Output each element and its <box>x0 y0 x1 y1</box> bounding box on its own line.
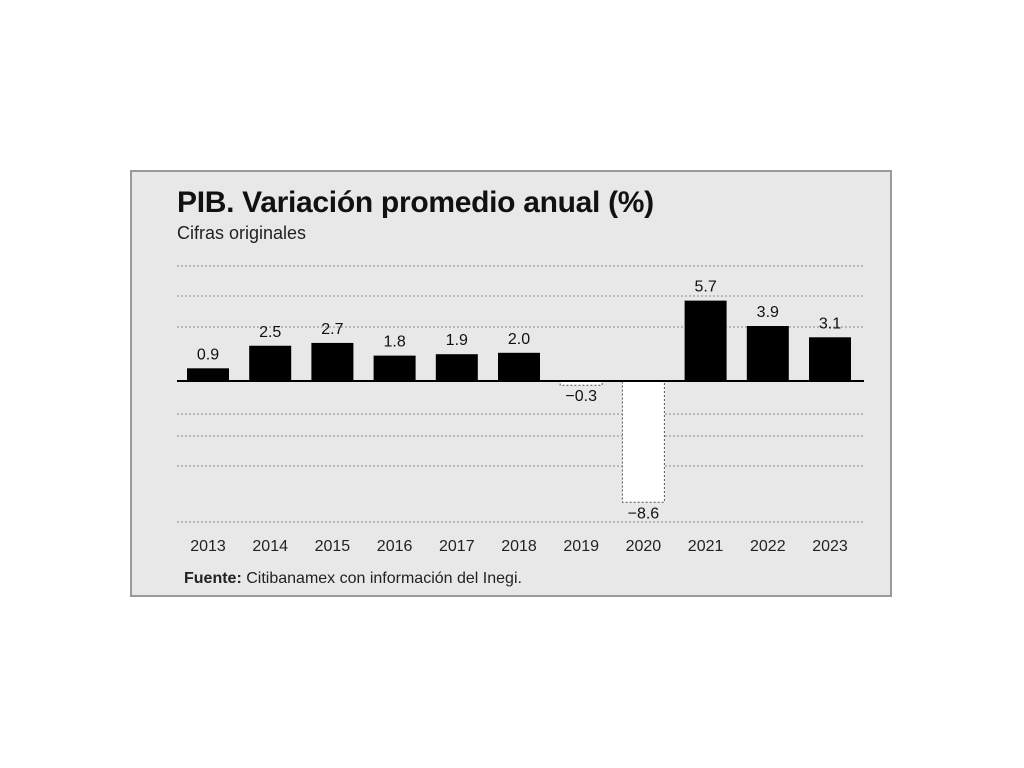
category-label-2014: 2014 <box>252 538 288 555</box>
category-label-2015: 2015 <box>315 538 351 555</box>
value-label-2018: 2.0 <box>508 331 530 348</box>
value-label-2017: 1.9 <box>446 332 468 349</box>
bar-2013 <box>187 368 229 381</box>
value-label-2023: 3.1 <box>819 315 841 332</box>
source-text: Citibanamex con información del Inegi. <box>246 570 522 587</box>
category-label-2022: 2022 <box>750 538 786 555</box>
chart-subtitle: Cifras originales <box>177 223 307 243</box>
chart-title: PIB. Variación promedio anual (%) <box>177 186 654 219</box>
value-label-2013: 0.9 <box>197 346 219 363</box>
category-label-2019: 2019 <box>563 538 599 555</box>
source-note: Fuente: Citibanamex con información del … <box>184 570 522 588</box>
category-label-2018: 2018 <box>501 538 537 555</box>
category-label-2021: 2021 <box>688 538 724 555</box>
value-label-2022: 3.9 <box>757 304 779 321</box>
bar-2020 <box>621 380 665 503</box>
source-label: Fuente: <box>184 570 242 587</box>
bar-2014 <box>249 345 292 381</box>
bar-2017 <box>435 354 478 381</box>
value-label-2021: 5.7 <box>694 279 716 296</box>
category-label-2023: 2023 <box>812 538 848 555</box>
bar-2016 <box>373 355 416 381</box>
value-label-2020: −8.6 <box>628 505 660 522</box>
bar-2021 <box>684 300 727 381</box>
value-label-2019: −0.3 <box>565 388 597 405</box>
chart-panel: PIB. Variación promedio anual (%) Cifras… <box>130 170 892 597</box>
value-label-2016: 1.8 <box>383 334 405 351</box>
value-label-2014: 2.5 <box>259 324 281 341</box>
bar-2022 <box>746 326 789 381</box>
bar-2018 <box>498 352 540 381</box>
category-label-2017: 2017 <box>439 538 475 555</box>
value-label-2015: 2.7 <box>321 321 343 338</box>
bar-2015 <box>311 342 354 381</box>
bar-2023 <box>809 337 851 381</box>
category-label-2016: 2016 <box>377 538 413 555</box>
category-label-2020: 2020 <box>626 538 662 555</box>
bar-chart: 0.9 2013 2.5 2014 2.7 2015 1.8 2016 1.9 2017 2.0 20… <box>177 265 864 555</box>
category-label-2013: 2013 <box>190 538 226 555</box>
